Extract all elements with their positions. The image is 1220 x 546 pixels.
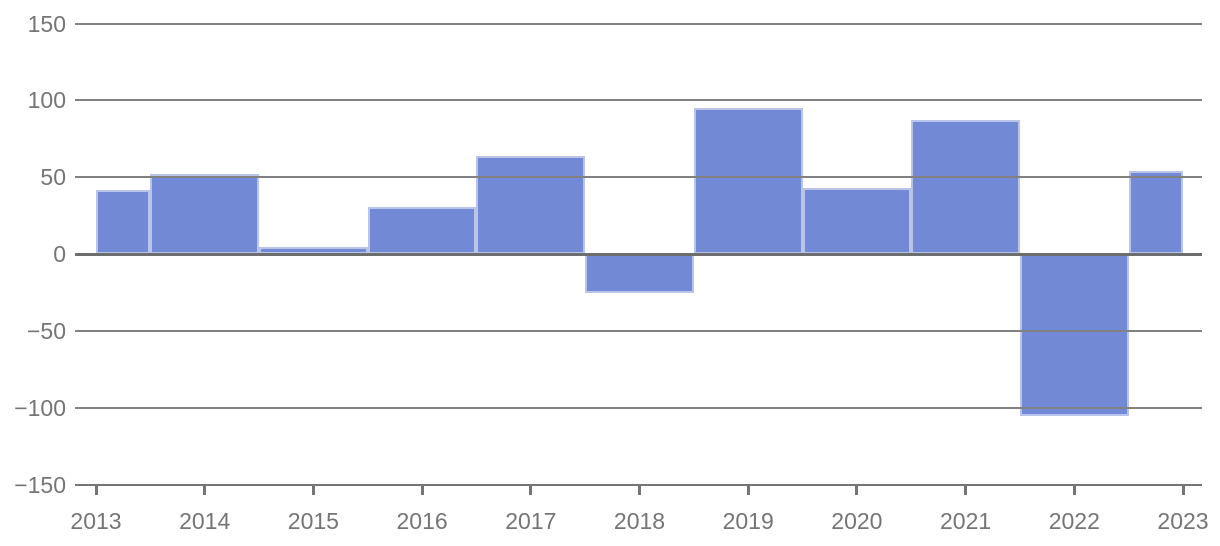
x-axis-tick-2018	[638, 486, 641, 495]
gridline-100	[75, 99, 1202, 102]
gridline--50	[75, 330, 1202, 333]
y-axis-label-150: 150	[27, 10, 66, 37]
x-axis-tick-2022	[1072, 486, 1076, 495]
x-axis-label-2022: 2022	[1048, 508, 1100, 534]
x-axis-label-2021: 2021	[940, 508, 992, 534]
x-axis-label-2018: 2018	[613, 508, 666, 534]
bar-2020[interactable]	[802, 188, 912, 255]
x-axis-label-2014: 2014	[179, 508, 231, 534]
x-axis-tick-2019	[746, 486, 750, 495]
bar-2013[interactable]	[96, 189, 151, 255]
bar-2016[interactable]	[367, 206, 477, 255]
bar-2023[interactable]	[1128, 171, 1183, 255]
x-axis-label-2023: 2023	[1157, 508, 1209, 534]
y-axis-label--50: −50	[26, 318, 66, 345]
gridline--150	[75, 484, 1202, 486]
x-axis-tick-2015	[311, 486, 315, 495]
x-axis-label-2019: 2019	[722, 508, 774, 534]
x-axis-tick-2016	[420, 486, 424, 495]
bar-2021[interactable]	[911, 120, 1020, 255]
gridline-0	[75, 252, 1202, 256]
x-axis-tick-2020	[855, 486, 859, 495]
x-axis-label-2016: 2016	[396, 508, 448, 534]
x-axis-tick-2021	[964, 486, 968, 495]
gridline-50	[75, 176, 1202, 179]
x-axis-tick-2017	[529, 486, 533, 495]
x-axis-label-2017: 2017	[505, 508, 557, 534]
x-axis-label-2015: 2015	[287, 508, 339, 534]
gridline--100	[75, 407, 1202, 410]
y-axis-label-0: 0	[53, 241, 66, 268]
y-axis-label-50: 50	[40, 164, 66, 191]
x-axis-tick-2014	[203, 486, 207, 495]
x-axis-tick-2013	[94, 486, 98, 495]
bar-2019[interactable]	[693, 108, 803, 255]
bar-2017[interactable]	[476, 155, 586, 255]
y-axis-label--100: −100	[14, 395, 66, 422]
y-axis-label--150: −150	[14, 472, 66, 498]
bar-2015[interactable]	[259, 246, 368, 255]
bar-2022[interactable]	[1020, 254, 1129, 416]
bar-2014[interactable]	[150, 174, 259, 255]
x-axis-label-2020: 2020	[831, 508, 883, 534]
bar-2018[interactable]	[585, 254, 694, 293]
x-axis-tick-2023	[1181, 486, 1185, 495]
x-axis-label-2013: 2013	[70, 508, 122, 534]
y-axis-label-100: 100	[27, 87, 66, 114]
gridline-150	[75, 22, 1202, 25]
